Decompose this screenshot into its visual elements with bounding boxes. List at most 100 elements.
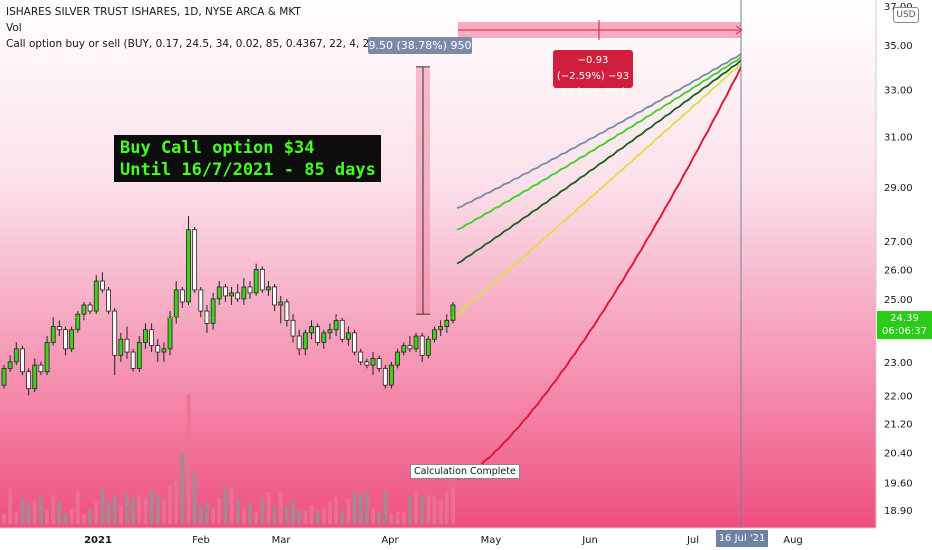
- candle-body: [173, 289, 179, 318]
- projection-line: [456, 66, 742, 480]
- candle-body: [345, 332, 351, 340]
- volume-bar: [432, 496, 437, 524]
- volume-bar: [346, 499, 351, 524]
- candle-body: [192, 229, 198, 291]
- volume-bar: [450, 486, 455, 524]
- volume-bar: [32, 501, 37, 524]
- candle-body: [106, 289, 111, 312]
- candle-body: [401, 345, 407, 353]
- volume-bar: [81, 513, 86, 524]
- candle-body: [229, 292, 234, 297]
- candle-body: [296, 335, 302, 350]
- candle-body: [130, 351, 136, 369]
- projection-line: [456, 59, 742, 265]
- volume-bar: [352, 492, 357, 524]
- candle-body: [395, 351, 401, 366]
- volume-bar: [94, 501, 99, 524]
- volume-bar: [401, 511, 406, 524]
- candle-body: [382, 368, 388, 386]
- y-tick-label: 19.60: [884, 479, 913, 490]
- candle-body: [253, 268, 259, 294]
- volume-bar: [192, 472, 197, 524]
- x-tick-label: Aug: [783, 535, 803, 546]
- volume-bar: [100, 488, 105, 524]
- candle-body: [438, 326, 444, 331]
- candle-body: [266, 286, 271, 291]
- volume-bar: [315, 510, 320, 524]
- volume-bar: [309, 505, 314, 524]
- price-measure-label[interactable]: 9.50 (38.78%) 950: [368, 37, 472, 54]
- volume-bar: [118, 504, 123, 524]
- volume-bar: [204, 502, 209, 524]
- candle-body: [87, 304, 93, 312]
- volume-bar: [327, 501, 332, 524]
- candle-body: [272, 286, 278, 306]
- volume-bar: [168, 486, 173, 524]
- candle-body: [413, 335, 419, 350]
- projection-line: [456, 52, 742, 209]
- candle-body: [370, 358, 376, 366]
- candle-body: [364, 361, 370, 366]
- candle-body: [38, 364, 44, 373]
- volume-bar: [377, 511, 382, 524]
- volume-bar: [278, 491, 283, 524]
- candle-body: [149, 329, 155, 347]
- candle-body: [186, 229, 191, 303]
- y-tick-label: 29.00: [884, 183, 913, 194]
- candle-body: [93, 280, 99, 312]
- candle-body: [56, 326, 62, 331]
- volume-bar: [8, 488, 13, 524]
- candle-body: [32, 364, 38, 389]
- y-tick-label: 20.40: [884, 448, 913, 459]
- indicator-settings-label[interactable]: Call option buy or sell (BUY, 0.17, 24.5…: [6, 38, 407, 50]
- candle-body: [112, 310, 118, 356]
- projection-line: [456, 62, 742, 315]
- y-tick-label: 21.20: [884, 419, 913, 430]
- candle-body: [327, 329, 333, 334]
- candle-body: [198, 289, 204, 312]
- x-tick-label: May: [481, 535, 502, 546]
- volume-bar: [438, 500, 443, 524]
- candle-body: [333, 319, 339, 331]
- volume-bar: [235, 499, 240, 524]
- candle-body: [20, 348, 25, 373]
- volume-bar: [106, 501, 111, 524]
- currency-badge[interactable]: USD: [893, 7, 919, 23]
- candle-body: [432, 329, 437, 340]
- candle-body: [69, 329, 75, 350]
- x-tick-label: 2021: [84, 535, 112, 546]
- candle-body: [100, 280, 105, 291]
- candle-body: [210, 298, 216, 324]
- candle-body: [13, 348, 19, 363]
- candle-body: [309, 326, 314, 334]
- chart-legend: ISHARES SILVER TRUST ISHARES, 1D, NYSE A…: [6, 4, 407, 52]
- y-tick-label: 26.00: [884, 265, 913, 276]
- y-tick-label: 31.00: [884, 133, 913, 144]
- candle-body: [26, 371, 32, 389]
- date-range-arrow: [735, 25, 743, 35]
- volume-bar: [420, 496, 425, 524]
- volume-bar: [180, 454, 185, 524]
- volume-indicator-label[interactable]: Vol: [6, 22, 22, 34]
- symbol-title[interactable]: ISHARES SILVER TRUST ISHARES, 1D, NYSE A…: [6, 6, 301, 18]
- date-range-label[interactable]: −0.93 (−2.59%) −93 59 bars, 85d: [553, 50, 633, 98]
- x-tick-label: Jul: [686, 535, 699, 546]
- x-tick-label: Feb: [192, 535, 210, 546]
- text-annotation[interactable]: Buy Call option $34 Until 16/7/2021 - 85…: [114, 135, 381, 182]
- candle-body: [358, 351, 364, 363]
- volume-bar: [198, 506, 203, 524]
- volume-bar: [358, 494, 363, 524]
- candle-body: [259, 268, 265, 291]
- volume-bar: [407, 497, 412, 524]
- volume-bar: [112, 495, 117, 524]
- candle-body: [444, 319, 450, 327]
- candle-body: [425, 338, 431, 356]
- volume-bar: [444, 490, 449, 524]
- volume-bar: [211, 508, 216, 524]
- volume-bar: [389, 513, 394, 524]
- candle-body: [376, 358, 382, 369]
- candle-body: [339, 319, 345, 340]
- volume-bar: [137, 495, 142, 524]
